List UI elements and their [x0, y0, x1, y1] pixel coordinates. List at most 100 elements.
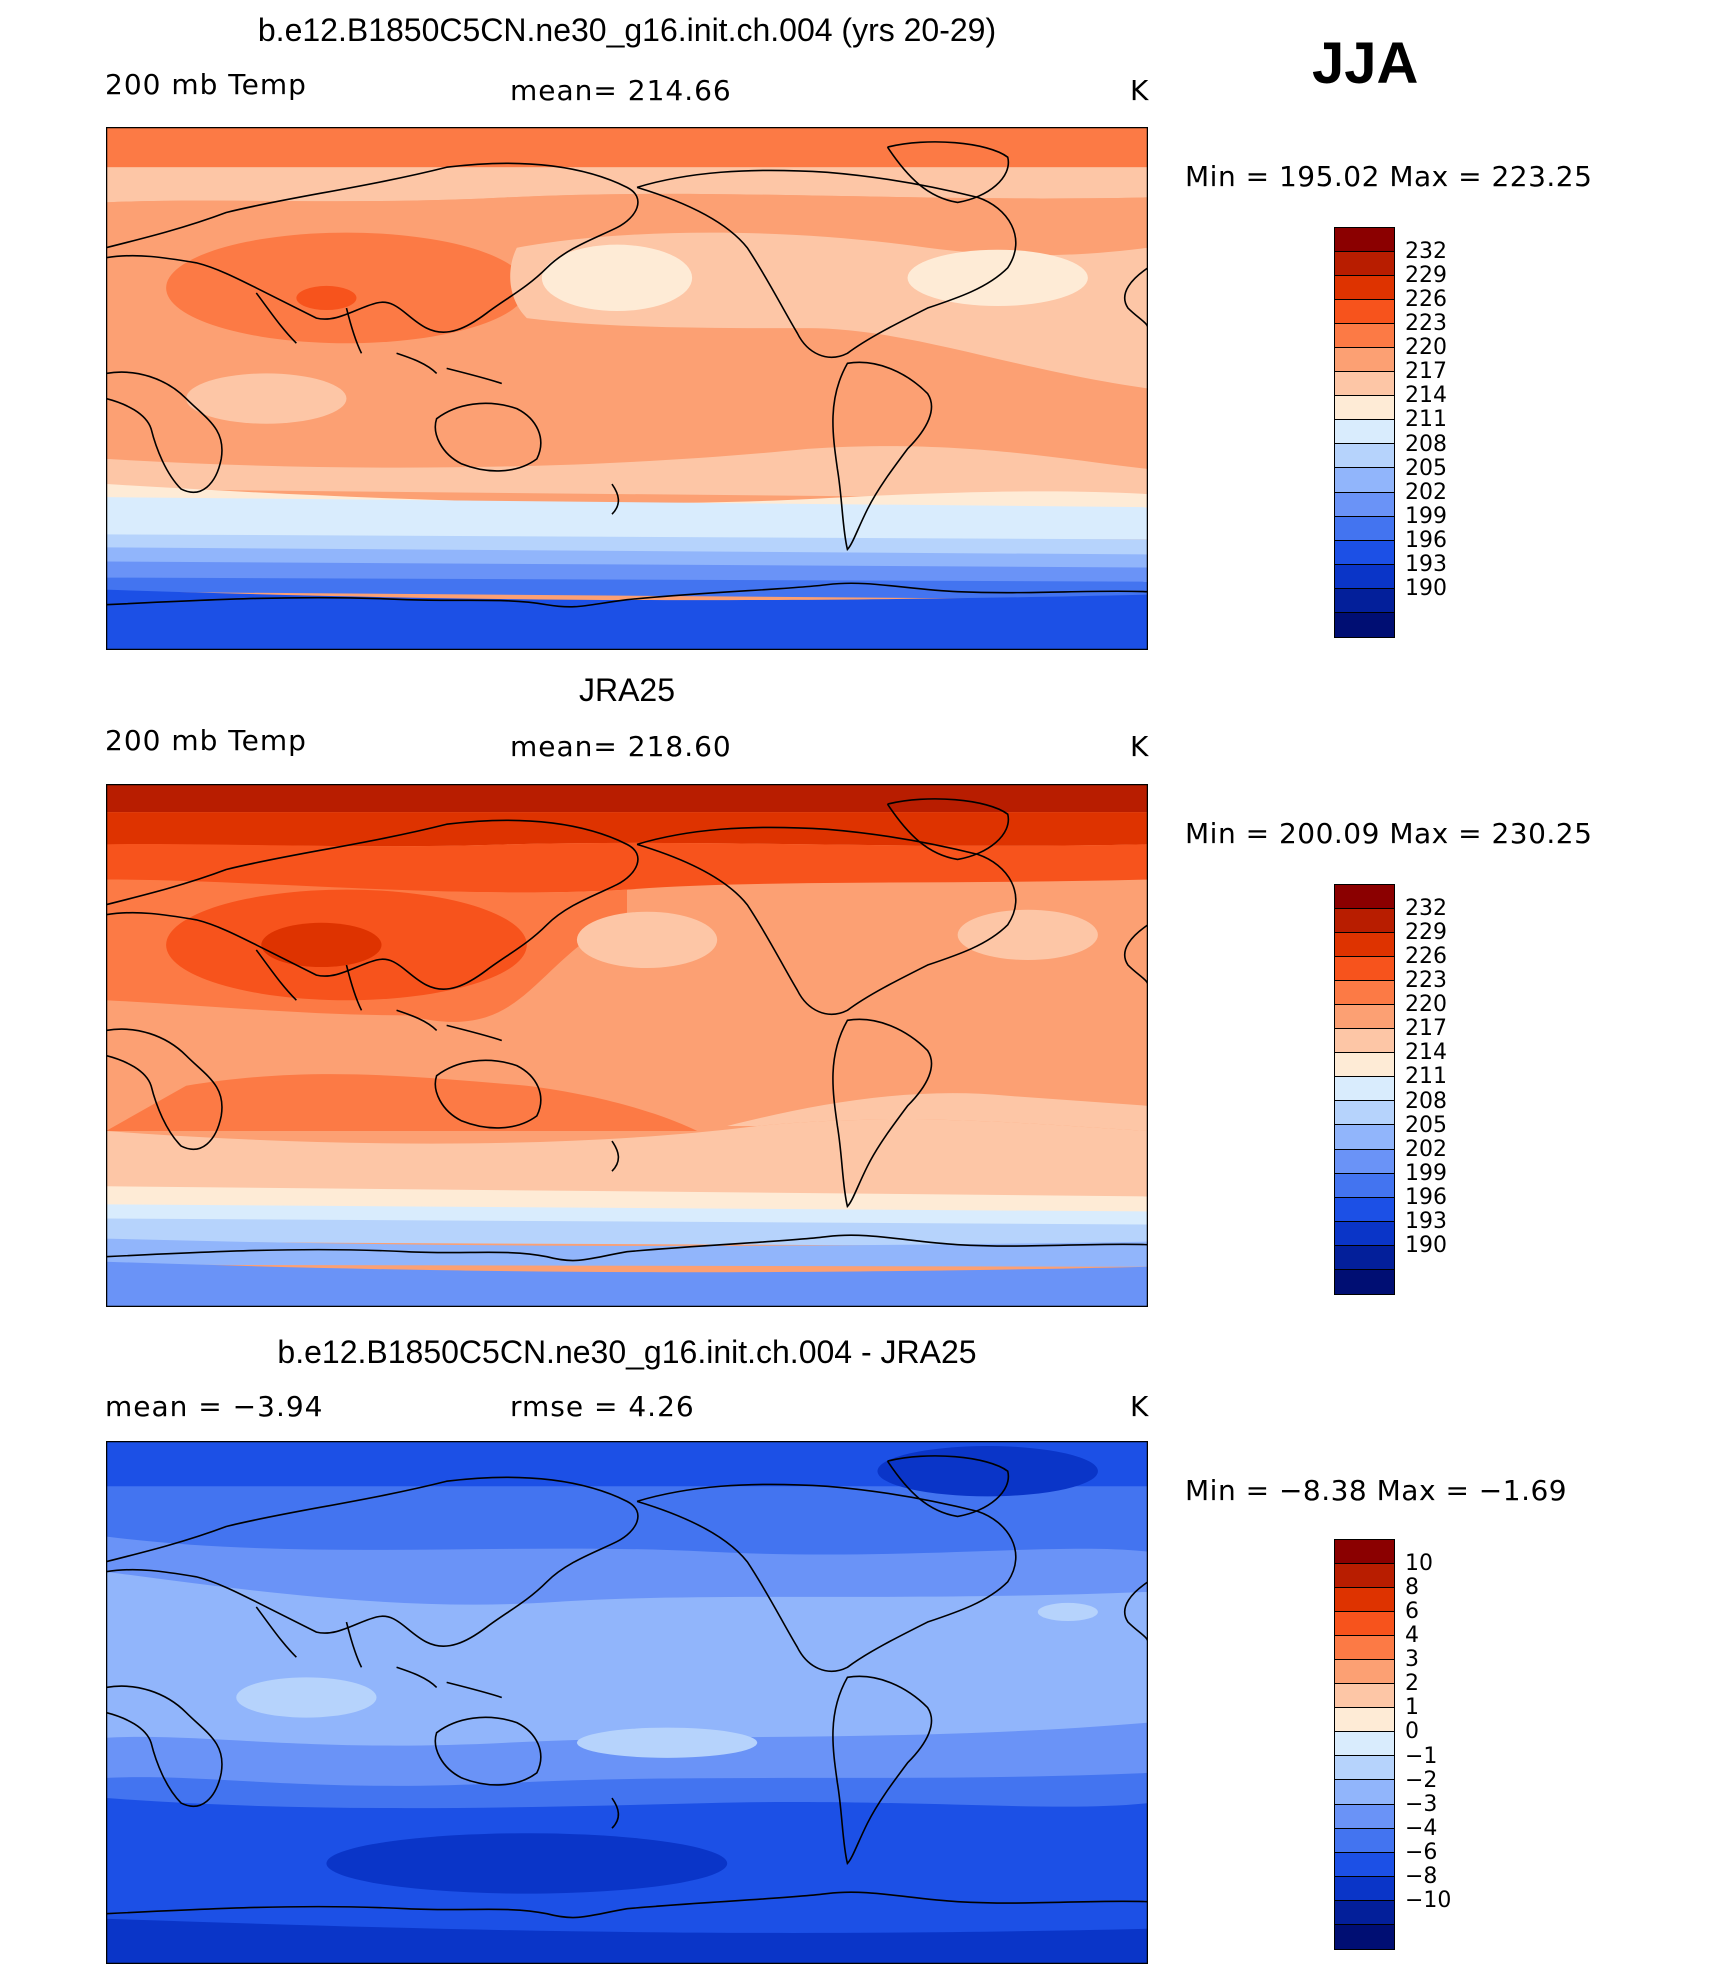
- panel2-colorbar-swatch: [1335, 1125, 1394, 1150]
- panel3-colorbar-tick-label: −6: [1405, 1839, 1438, 1865]
- panel2-colorbar-tick-label: 199: [1405, 1160, 1447, 1186]
- panel1-colorbar-swatch: [1335, 300, 1394, 325]
- panel1-colorbar-tick-label: 232: [1405, 239, 1447, 265]
- panel2-colorbar-tick-label: 205: [1405, 1112, 1447, 1138]
- panel2-colorbar-tick-label: 214: [1405, 1040, 1447, 1066]
- panel1-colorbar-swatch: [1335, 276, 1394, 301]
- panel1-colorbar: [1334, 227, 1395, 638]
- panel1-colorbar-tick-label: 226: [1405, 287, 1447, 313]
- panel2-colorbar-swatch: [1335, 1245, 1394, 1270]
- panel3-colorbar-tick-label: −2: [1405, 1767, 1438, 1793]
- panel1-variable-label: 200 mb Temp: [105, 68, 307, 101]
- panel1-colorbar-swatch: [1335, 396, 1394, 421]
- panel3-colorbar-tick-label: 4: [1405, 1623, 1419, 1649]
- panel1-colorbar-tick-label: 220: [1405, 335, 1447, 361]
- panel2-colorbar-tick-label: 193: [1405, 1208, 1447, 1234]
- panel1-mean-label: mean= 214.66: [510, 74, 732, 107]
- panel1-minmax: Min = 195.02 Max = 223.25: [1185, 160, 1593, 193]
- panel1-colorbar-swatch: [1335, 444, 1394, 469]
- panel2-colorbar-tick-label: 202: [1405, 1136, 1447, 1162]
- panel3-colorbar: [1334, 1539, 1395, 1950]
- panel3-colorbar-swatch: [1335, 1660, 1394, 1685]
- panel2-colorbar-swatch: [1335, 1221, 1394, 1246]
- panel2-map: [106, 784, 1148, 1307]
- panel3-colorbar-swatch: [1335, 1636, 1394, 1661]
- panel1-colorbar-tick-label: 190: [1405, 575, 1447, 601]
- panel3-minmax: Min = −8.38 Max = −1.69: [1185, 1474, 1568, 1507]
- panel2-colorbar-swatch: [1335, 1005, 1394, 1030]
- panel1-colorbar-swatch: [1335, 252, 1394, 277]
- panel1-colorbar-swatch: [1335, 612, 1394, 637]
- panel2-colorbar-swatch: [1335, 1053, 1394, 1078]
- panel2-colorbar-tick-label: 208: [1405, 1088, 1447, 1114]
- panel3-colorbar-swatch: [1335, 1684, 1394, 1709]
- panel1-title: b.e12.B1850C5CN.ne30_g16.init.ch.004 (yr…: [257, 12, 997, 48]
- panel3-mean-label: mean = −3.94: [105, 1390, 324, 1423]
- panel3-colorbar-swatch: [1335, 1804, 1394, 1829]
- panel3-colorbar-tick-label: −10: [1405, 1887, 1452, 1913]
- panel1-colorbar-swatch: [1335, 564, 1394, 589]
- panel3-colorbar-swatch: [1335, 1588, 1394, 1613]
- panel3-colorbar-tick-label: −4: [1405, 1815, 1438, 1841]
- panel2-colorbar-tick-label: 226: [1405, 944, 1447, 970]
- panel3-rmse-label: rmse = 4.26: [510, 1390, 695, 1423]
- panel2-colorbar-tick-label: 217: [1405, 1016, 1447, 1042]
- panel2-colorbar-swatch: [1335, 1029, 1394, 1054]
- panel2-units-label: K: [1130, 730, 1150, 763]
- panel2-title: JRA25: [578, 672, 676, 708]
- panel3-colorbar-tick-label: 0: [1405, 1719, 1419, 1745]
- panel1-colorbar-swatch: [1335, 348, 1394, 373]
- panel3-units-label: K: [1130, 1390, 1150, 1423]
- panel1-colorbar-swatch: [1335, 588, 1394, 613]
- panel3-colorbar-tick-label: −1: [1405, 1743, 1438, 1769]
- panel2-colorbar-swatch: [1335, 1101, 1394, 1126]
- panel2-colorbar-tick-label: 220: [1405, 992, 1447, 1018]
- season-label: JJA: [1312, 31, 1419, 96]
- panel2-colorbar-tick-label: 190: [1405, 1232, 1447, 1258]
- panel3-colorbar-swatch: [1335, 1732, 1394, 1757]
- panel2-colorbar: [1334, 884, 1395, 1295]
- panel1-colorbar-tick-label: 202: [1405, 479, 1447, 505]
- panel1-colorbar-tick-label: 199: [1405, 503, 1447, 529]
- panel2-colorbar-tick-label: 229: [1405, 920, 1447, 946]
- panel1-colorbar-tick-label: 196: [1405, 527, 1447, 553]
- panel1-colorbar-tick-label: 193: [1405, 551, 1447, 577]
- panel2-colorbar-swatch: [1335, 1149, 1394, 1174]
- panel1-colorbar-tick-label: 208: [1405, 431, 1447, 457]
- panel2-colorbar-swatch: [1335, 1269, 1394, 1294]
- panel2-colorbar-swatch: [1335, 1173, 1394, 1198]
- panel1-colorbar-swatch: [1335, 228, 1394, 253]
- panel2-variable-label: 200 mb Temp: [105, 724, 307, 757]
- panel2-minmax: Min = 200.09 Max = 230.25: [1185, 817, 1593, 850]
- panel1-colorbar-tick-label: 223: [1405, 311, 1447, 337]
- panel3-colorbar-swatch: [1335, 1780, 1394, 1805]
- panel2-colorbar-swatch: [1335, 1077, 1394, 1102]
- panel2-colorbar-swatch: [1335, 933, 1394, 958]
- panel3-title: b.e12.B1850C5CN.ne30_g16.init.ch.004 - J…: [277, 1334, 977, 1370]
- panel1-colorbar-tick-label: 229: [1405, 263, 1447, 289]
- panel1-colorbar-swatch: [1335, 468, 1394, 493]
- panel3-colorbar-swatch: [1335, 1828, 1394, 1853]
- panel3-colorbar-swatch: [1335, 1924, 1394, 1949]
- panel3-colorbar-tick-label: 1: [1405, 1695, 1419, 1721]
- panel3-colorbar-tick-label: −3: [1405, 1791, 1438, 1817]
- panel1-colorbar-tick-label: 214: [1405, 383, 1447, 409]
- panel3-colorbar-swatch: [1335, 1612, 1394, 1637]
- panel2-colorbar-tick-label: 196: [1405, 1184, 1447, 1210]
- panel1-units-label: K: [1130, 74, 1150, 107]
- panel2-colorbar-swatch: [1335, 1197, 1394, 1222]
- panel3-colorbar-swatch: [1335, 1564, 1394, 1589]
- panel1-map: [106, 127, 1148, 650]
- panel1-colorbar-tick-label: 211: [1405, 407, 1447, 433]
- panel3-colorbar-tick-label: 10: [1405, 1551, 1433, 1577]
- panel1-colorbar-swatch: [1335, 516, 1394, 541]
- panel2-colorbar-swatch: [1335, 957, 1394, 982]
- panel2-colorbar-tick-label: 223: [1405, 968, 1447, 994]
- panel1-colorbar-swatch: [1335, 540, 1394, 565]
- panel1-colorbar-tick-label: 217: [1405, 359, 1447, 385]
- panel2-colorbar-swatch: [1335, 909, 1394, 934]
- panel3-map: [106, 1441, 1148, 1964]
- panel1-colorbar-tick-label: 205: [1405, 455, 1447, 481]
- panel2-colorbar-swatch: [1335, 981, 1394, 1006]
- panel3-colorbar-swatch: [1335, 1852, 1394, 1877]
